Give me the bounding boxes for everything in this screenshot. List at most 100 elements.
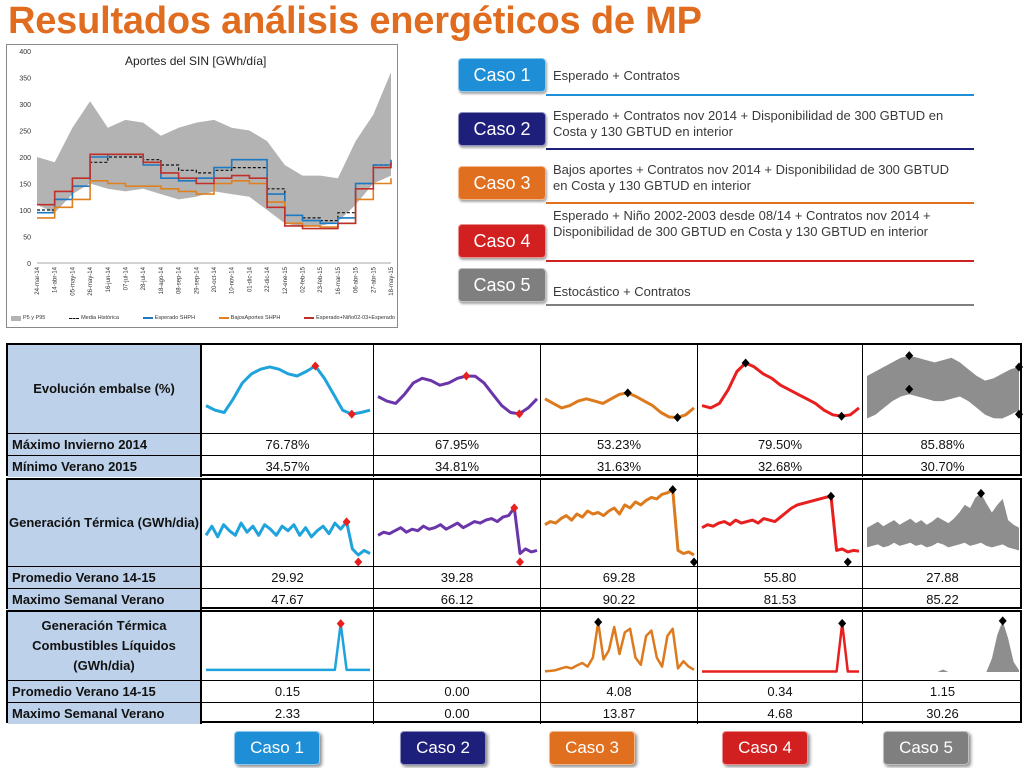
marker-diamond — [837, 411, 846, 421]
y-tick-label: 400 — [19, 49, 31, 56]
marker-diamond — [977, 488, 985, 498]
marker-diamond — [826, 491, 835, 501]
case-4-description: Esperado + Niño 2002-2003 desde 08/14 + … — [553, 208, 931, 239]
y-tick-label: 100 — [19, 208, 31, 215]
aportes-sin-chart: 0 50 100 150 200 250 300 350 400 24-mar-14 14-abr-… — [6, 44, 398, 328]
marker-diamond — [354, 557, 363, 566]
case-3-button[interactable]: Caso 3 — [458, 166, 546, 200]
case-row-3: Caso 3 Bajos aportes + Contratos nov 201… — [458, 162, 974, 204]
table-cell: 90.22 — [540, 589, 697, 610]
x-tick-label: 10-nov-14 — [230, 266, 236, 294]
table-cell: 0.15 — [201, 681, 373, 702]
x-tick-label: 20-oct-14 — [212, 266, 218, 292]
case-2-button[interactable]: Caso 2 — [458, 112, 546, 146]
case-1-button[interactable]: Caso 1 — [458, 58, 546, 92]
x-tick-label: 18-may-15 — [389, 266, 395, 295]
sparkline-svg — [206, 619, 370, 672]
table-cell: 53.23% — [540, 434, 697, 455]
x-tick-label: 08-sep-14 — [177, 266, 183, 294]
case-row-1: Caso 1 Esperado + Contratos — [458, 58, 974, 96]
marker-diamond — [515, 557, 524, 566]
x-tick-label: 01-dic-14 — [247, 266, 253, 292]
marker-diamond — [311, 361, 320, 371]
x-tick-label: 27-abr-15 — [371, 266, 377, 293]
series-media-historica — [37, 156, 392, 222]
bottom-caso-1-button[interactable]: Caso 1 — [234, 731, 320, 765]
panel-combustibles-liquidos-header: Generación Térmica Combustibles Líquidos… — [8, 612, 201, 680]
row-label: Maximo Semanal Verano — [8, 703, 201, 724]
sparkline-caso-3 — [540, 480, 698, 566]
sparkline-svg — [701, 358, 860, 421]
y-tick-label: 300 — [19, 102, 31, 109]
x-tick-label: 22-dic-14 — [265, 266, 271, 292]
y-tick-label: 150 — [19, 182, 31, 189]
row-maximo-semanal-liq: Maximo Semanal Verano 2.33 0.00 13.87 4.… — [8, 702, 1020, 724]
table-cell: 4.08 — [540, 681, 697, 702]
marker-diamond — [741, 358, 750, 368]
row-label: Mínimo Verano 2015 — [8, 456, 201, 477]
page-title: Resultados análisis energéticos de MP — [8, 0, 702, 42]
legend-item-bajos: BajosAportes SHPH — [218, 315, 281, 321]
sparkline-caso-2 — [373, 345, 540, 433]
y-tick-label: 0 — [27, 261, 31, 268]
table-cell: 0.34 — [697, 681, 862, 702]
marker-diamond — [342, 517, 351, 527]
x-tick-label: 24-mar-14 — [35, 266, 41, 294]
case-4-button[interactable]: Caso 4 — [458, 224, 546, 258]
marker-diamond — [515, 409, 524, 419]
sparkline-svg — [204, 517, 371, 566]
x-tick-label: 18-ago-14 — [159, 266, 165, 294]
band-p5-p95 — [37, 72, 391, 227]
sparkline-caso-2 — [373, 480, 540, 566]
sparkline-caso-5 — [862, 612, 1022, 680]
sparkline-svg — [377, 371, 539, 419]
table-cell: 0.00 — [373, 681, 540, 702]
case-5-underline — [546, 304, 974, 306]
marker-diamond — [336, 619, 345, 629]
table-cell: 76.78% — [201, 434, 373, 455]
sparkline-path — [702, 622, 859, 673]
bottom-caso-2-button[interactable]: Caso 2 — [400, 731, 486, 765]
sparkline-path — [701, 494, 860, 554]
panel-evolucion-embalse-header: Evolución embalse (%) — [8, 345, 201, 433]
sparkline-caso-3 — [540, 345, 697, 433]
y-tick-label: 50 — [23, 235, 31, 242]
case-row-5: Caso 5 Estocástico + Contratos — [458, 268, 974, 306]
sparkline-path — [544, 488, 695, 557]
legend-label-esperado: Esperado SHPH — [154, 315, 196, 321]
x-tick-label: 07-jul-14 — [124, 266, 130, 290]
case-1-description: Esperado + Contratos — [553, 68, 680, 83]
row-label: Máximo Invierno 2014 — [8, 434, 201, 455]
table-cell: 31.63% — [540, 456, 697, 477]
bottom-caso-4-button[interactable]: Caso 4 — [722, 731, 808, 765]
table-cell: 30.26 — [862, 703, 1022, 724]
marker-diamond — [690, 557, 698, 566]
case-5-button[interactable]: Caso 5 — [458, 268, 546, 302]
sparkline-caso-4 — [697, 480, 862, 566]
sparkline-caso-3 — [540, 612, 697, 680]
case-row-2: Caso 2 Esperado + Contratos nov 2014 + D… — [458, 108, 974, 150]
sparkline-path — [377, 506, 538, 555]
row-promedio-verano: Promedio Verano 14-15 29.92 39.28 69.28 … — [8, 566, 1020, 588]
sparkline-path — [204, 520, 371, 557]
sparkline-path — [701, 361, 860, 418]
sparkline-svg — [867, 351, 1023, 419]
x-tick-label: 14-abr-14 — [53, 266, 59, 293]
bottom-caso-3-button[interactable]: Caso 3 — [549, 731, 635, 765]
case-2-underline — [546, 148, 974, 150]
table-cell: 2.33 — [201, 703, 373, 724]
sparkline-path — [544, 620, 695, 673]
table-cell: 34.57% — [201, 456, 373, 477]
legend-label-bajos: BajosAportes SHPH — [230, 315, 281, 321]
table-cell: 69.28 — [540, 567, 697, 588]
panel-generacion-termica: Generación Térmica (GWh/dia) Promedio Ve… — [6, 478, 1022, 610]
row-maximo-semanal: Maximo Semanal Verano 47.67 66.12 90.22 … — [8, 588, 1020, 610]
bottom-caso-5-button[interactable]: Caso 5 — [883, 731, 969, 765]
legend-label-media: Media Histórica — [81, 315, 119, 321]
marker-diamond — [1015, 362, 1023, 372]
case-2-description: Esperado + Contratos nov 2014 + Disponib… — [553, 108, 944, 139]
sparkline-svg — [867, 616, 1019, 672]
marker-diamond — [510, 503, 519, 513]
series-esperado-nino — [37, 153, 392, 230]
sparkline-caso-5 — [862, 345, 1023, 433]
